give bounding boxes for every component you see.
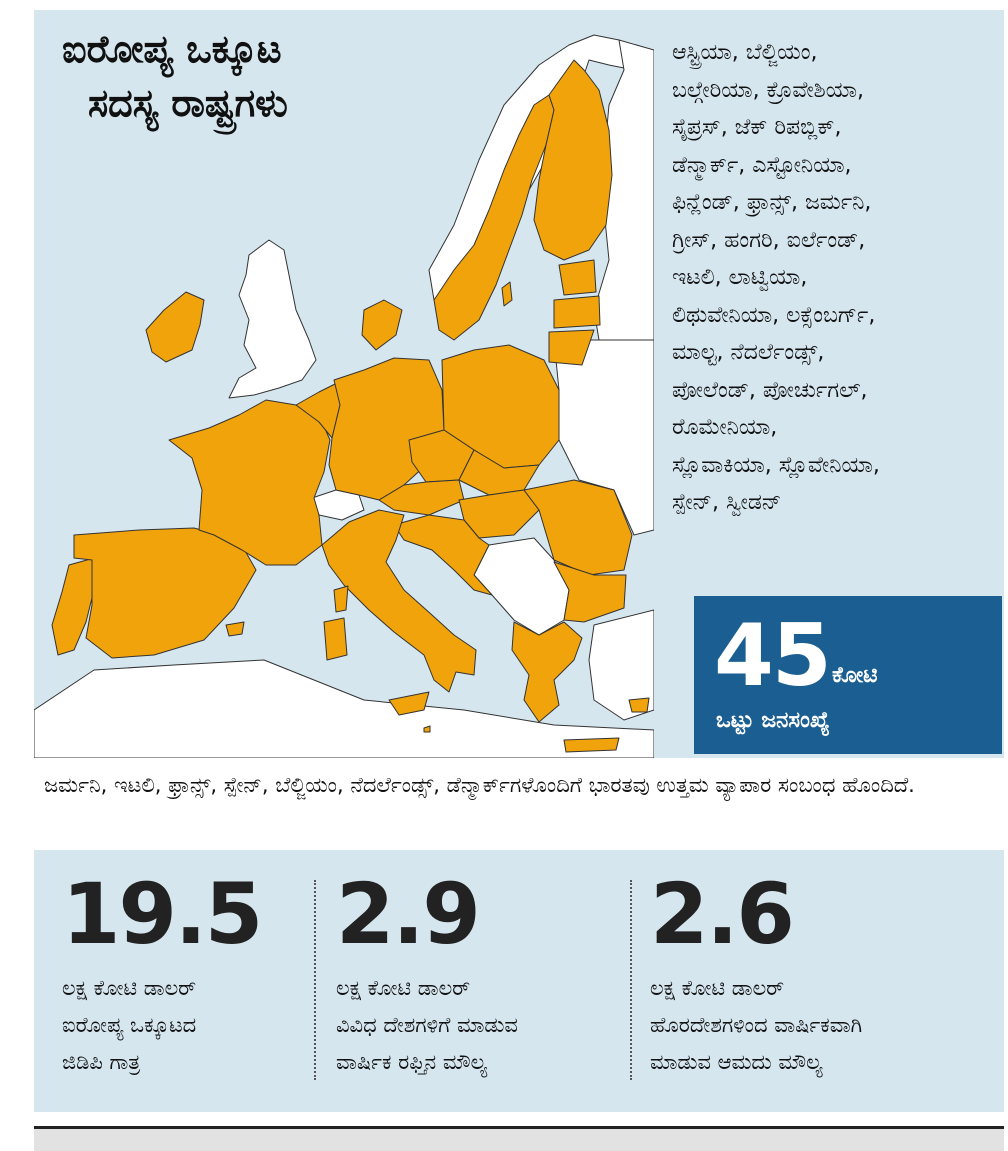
stat-desc-line: ವಿವಿಧ ದೇಶಗಳಿಗೆ ಮಾಡುವ: [336, 1013, 518, 1037]
stat-description: ಲಕ್ಷ ಕೋಟಿ ಡಾಲರ್ ಹೊರದೇಶಗಳಿಂದ ವಾರ್ಷಿಕವಾಗಿ …: [650, 970, 990, 1081]
bottom-bar: [34, 1126, 1004, 1151]
member-country-list: ಆಸ್ಟ್ರಿಯಾ, ಬೆಲ್ಜಿಯಂ, ಬಲ್ಗೇರಿಯಾ, ಕ್ರೊವೇಶಿ…: [672, 34, 992, 522]
member-line: ರೊಮೇನಿಯಾ,: [672, 415, 778, 440]
crete-region: [563, 737, 620, 753]
stats-panel: [34, 850, 1004, 1112]
latvia-region: [553, 295, 601, 329]
member-line: ಗ್ರೀಸ್, ಹಂಗರಿ, ಐರ್ಲೆಂಡ್,: [672, 227, 866, 253]
portugal-region: [51, 557, 95, 656]
page-title: ಐರೋಪ್ಯ ಒಕ್ಕೂಟ ಸದಸ್ಯ ರಾಷ್ಟ್ರಗಳು: [62, 22, 288, 130]
austria-region: [378, 479, 465, 516]
slovenia-croatia-region: [393, 514, 493, 596]
stat-description: ಲಕ್ಷ ಕೋಟಿ ಡಾಲರ್ ಐರೋಪ್ಯ ಒಕ್ಕೂಟದ ಜಿಡಿಪಿ ಗಾ…: [62, 970, 332, 1081]
member-line: ಮಾಲ್ಟ, ನೆದರ್ಲೆಂಡ್ಸ್,: [672, 340, 825, 365]
member-line: ಆಸ್ಟ್ರಿಯಾ, ಬೆಲ್ಜಿಯಂ,: [672, 40, 818, 65]
greece-region: [511, 621, 583, 723]
population-box: 45 ಕೋಟಿ ಒಟ್ಟು ಜನಸಂಖ್ಯೆ: [694, 596, 1002, 754]
member-line: ಬಲ್ಗೇರಿಯಾ, ಕ್ರೊವೇಶಿಯಾ,: [672, 77, 865, 103]
population-unit: ಕೋಟಿ: [832, 663, 878, 688]
member-line: ಸ್ಪೇನ್, ಸ್ವೀಡನ್: [672, 490, 782, 515]
stat-desc-line: ಲಕ್ಷ ಕೋಟಿ ಡಾಲರ್: [336, 976, 471, 1000]
member-line: ಸೈಪ್ರಸ್, ಜೆಕ್ ರಿಪಬ್ಲಿಕ್,: [672, 115, 842, 140]
corsica-region: [333, 585, 349, 613]
stat-desc-line: ಮಾಡುವ ಆಮದು ಮೌಲ್ಯ: [650, 1050, 823, 1074]
malta-region: [423, 725, 431, 733]
stat-desc-line: ಜಿಡಿಪಿ ಗಾತ್ರ: [62, 1050, 141, 1074]
stat-gdp: 19.5 ಲಕ್ಷ ಕೋಟಿ ಡಾಲರ್ ಐರೋಪ್ಯ ಒಕ್ಕೂಟದ ಜಿಡಿ…: [62, 864, 332, 1081]
bulgaria-region: [553, 561, 627, 623]
stat-value: 19.5: [62, 865, 263, 963]
denmark-region: [361, 299, 403, 351]
stat-imports: 2.6 ಲಕ್ಷ ಕೋಟಿ ಡಾಲರ್ ಹೊರದೇಶಗಳಿಂದ ವಾರ್ಷಿಕವ…: [650, 864, 990, 1081]
eu-map: [34, 10, 654, 758]
divider: [630, 880, 632, 1080]
russia-north-region: [593, 39, 654, 341]
balearic-region: [225, 621, 245, 637]
stat-value: 2.9: [336, 865, 481, 963]
cyprus-region: [628, 697, 650, 713]
estonia-region: [558, 259, 597, 296]
title-line-2: ಸದಸ್ಯ ರಾಷ್ಟ್ರಗಳು: [88, 81, 288, 125]
romania-region: [523, 479, 633, 576]
member-line: ಇಟಲಿ, ಲಾಟ್ವಿಯಾ,: [672, 265, 808, 290]
north-africa-region: [34, 659, 654, 758]
lithuania-region: [548, 329, 595, 366]
turkey-region: [588, 609, 654, 721]
stat-desc-line: ಲಕ್ಷ ಕೋಟಿ ಡಾಲರ್: [62, 976, 197, 1000]
stat-desc-line: ಲಕ್ಷ ಕೋಟಿ ಡಾಲರ್: [650, 976, 785, 1000]
france-region: [168, 399, 331, 566]
member-line: ಸ್ಲೊವಾಕಿಯಾ, ಸ್ಲೊವೇನಿಯಾ,: [672, 452, 880, 478]
title-line-1: ಐರೋಪ್ಯ ಒಕ್ಕೂಟ: [62, 27, 282, 71]
sardinia-region: [323, 617, 348, 661]
population-label: ಒಟ್ಟು ಜನಸಂಖ್ಯೆ: [716, 708, 830, 733]
spain-region: [73, 527, 257, 659]
stat-value: 2.6: [650, 865, 795, 963]
member-line: ಪೋಲೆಂಡ್, ಪೋರ್ಚುಗಲ್,: [672, 377, 868, 403]
member-line: ಡೆನ್ಮಾರ್ಕ್, ಎಸ್ಟೋನಿಯಾ,: [672, 152, 852, 178]
gotland-region: [501, 281, 513, 307]
stat-desc-line: ಹೊರದೇಶಗಳಿಂದ ವಾರ್ಷಿಕವಾಗಿ: [650, 1013, 863, 1037]
italy-region: [321, 509, 477, 693]
trade-note: ಜರ್ಮನಿ, ಇಟಲಿ, ಫ್ರಾನ್ಸ್, ಸ್ಪೇನ್, ಬೆಲ್ಜಿಯಂ…: [44, 773, 915, 797]
member-line: ಫಿನ್ಲೆಂಡ್, ಫ್ರಾನ್ಸ್, ಜರ್ಮನಿ,: [672, 190, 872, 215]
population-value: 45: [714, 606, 832, 706]
divider: [314, 880, 316, 1080]
stat-description: ಲಕ್ಷ ಕೋಟಿ ಡಾಲರ್ ವಿವಿಧ ದೇಶಗಳಿಗೆ ಮಾಡುವ ವಾರ…: [336, 970, 606, 1081]
finland-region: [533, 59, 613, 261]
great-britain-region: [228, 239, 317, 399]
ireland-region: [145, 291, 205, 363]
stat-desc-line: ಐರೋಪ್ಯ ಒಕ್ಕೂಟದ: [62, 1013, 197, 1037]
stat-exports: 2.9 ಲಕ್ಷ ಕೋಟಿ ಡಾಲರ್ ವಿವಿಧ ದೇಶಗಳಿಗೆ ಮಾಡುವ…: [336, 864, 606, 1081]
sicily-region: [388, 691, 430, 716]
stat-desc-line: ವಾರ್ಷಿಕ ರಫ್ತಿನ ಮೌಲ್ಯ: [336, 1050, 488, 1074]
member-line: ಲಿಥುವೇನಿಯಾ, ಲಕ್ಸೆಂಬರ್ಗ್,: [672, 302, 876, 328]
